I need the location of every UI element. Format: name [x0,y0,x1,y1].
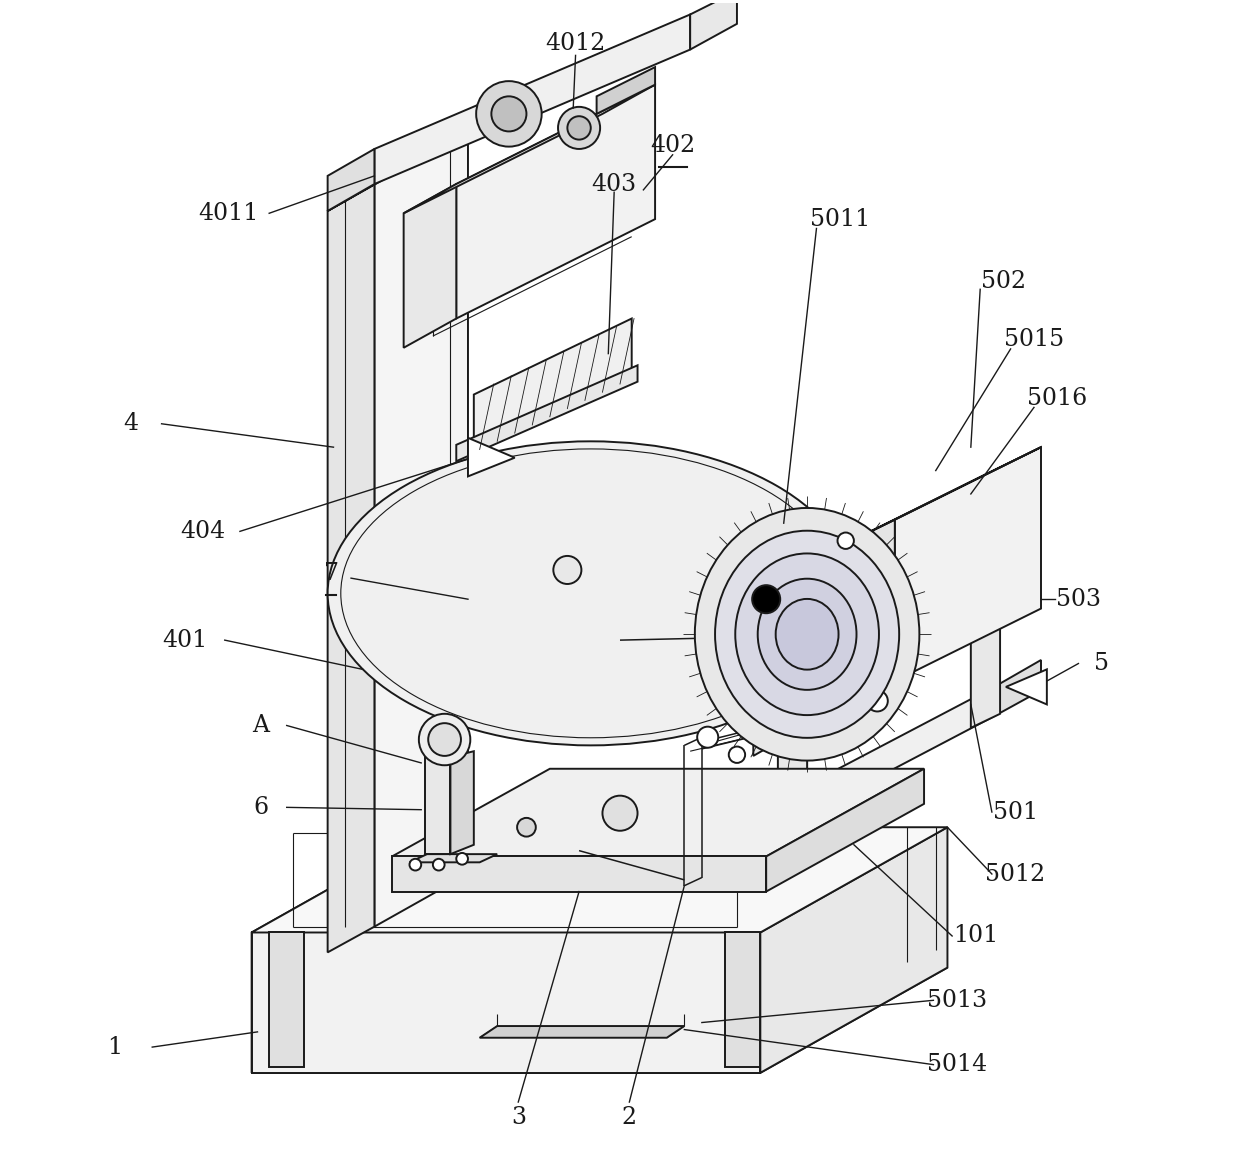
Polygon shape [777,588,807,821]
Circle shape [753,585,780,613]
Circle shape [697,726,718,747]
Text: 1: 1 [107,1035,123,1059]
Circle shape [428,723,461,756]
Text: 6: 6 [253,795,269,819]
Text: 5013: 5013 [926,989,987,1012]
Polygon shape [760,687,994,839]
Polygon shape [691,0,737,49]
Polygon shape [404,85,655,214]
Polygon shape [766,768,924,892]
Circle shape [409,859,422,871]
Polygon shape [252,967,947,1073]
Polygon shape [456,85,655,318]
Polygon shape [777,523,844,741]
Circle shape [568,116,590,140]
Polygon shape [252,933,760,1073]
Text: 4011: 4011 [198,202,258,224]
Polygon shape [269,933,304,1067]
Polygon shape [474,318,631,454]
Polygon shape [596,67,655,114]
Ellipse shape [327,442,854,745]
Polygon shape [994,660,1042,716]
Polygon shape [374,132,467,927]
Text: 404: 404 [180,519,226,543]
Circle shape [553,556,582,584]
Polygon shape [252,827,439,1073]
Polygon shape [725,933,760,1067]
Polygon shape [760,827,947,1073]
Polygon shape [971,491,1001,727]
Text: 402: 402 [650,134,696,157]
Circle shape [433,859,445,871]
Text: 5011: 5011 [810,208,870,230]
Circle shape [847,651,861,665]
Text: 2: 2 [621,1106,637,1129]
Circle shape [476,81,542,147]
Polygon shape [252,827,947,933]
Polygon shape [842,519,895,707]
Text: 101: 101 [952,925,998,947]
Circle shape [837,532,854,549]
Text: 5016: 5016 [1027,387,1087,410]
Polygon shape [467,438,515,476]
Ellipse shape [715,531,899,738]
Circle shape [491,96,527,132]
Polygon shape [392,857,766,892]
Ellipse shape [758,579,857,690]
Text: 403: 403 [591,173,636,195]
Text: 502: 502 [981,269,1027,293]
Polygon shape [754,523,844,572]
Polygon shape [374,14,691,184]
Text: 7: 7 [324,562,339,585]
Polygon shape [327,184,374,953]
Circle shape [558,107,600,149]
Polygon shape [842,448,1042,545]
Text: 503: 503 [1056,588,1101,611]
Polygon shape [409,854,497,862]
Text: 5012: 5012 [985,862,1045,886]
Text: 5: 5 [1095,652,1110,674]
Polygon shape [425,757,450,854]
Polygon shape [754,558,777,756]
Polygon shape [895,448,1042,682]
Circle shape [419,713,470,765]
Circle shape [867,691,888,711]
Polygon shape [456,365,637,462]
Polygon shape [327,132,467,212]
Polygon shape [392,768,924,857]
Circle shape [603,795,637,831]
Polygon shape [1006,670,1047,705]
Text: 5014: 5014 [926,1053,987,1076]
Circle shape [456,853,467,865]
Text: 3: 3 [511,1106,526,1129]
Text: 4012: 4012 [546,32,606,55]
Polygon shape [480,1026,684,1038]
Polygon shape [450,751,474,854]
Circle shape [847,592,861,606]
Ellipse shape [735,553,879,716]
Polygon shape [404,184,456,348]
Circle shape [837,679,854,696]
Circle shape [517,818,536,837]
Text: 401: 401 [162,629,207,652]
Circle shape [729,746,745,763]
Ellipse shape [776,599,838,670]
Polygon shape [327,149,374,212]
Polygon shape [777,491,1001,602]
Text: 4: 4 [124,412,139,435]
Ellipse shape [694,508,919,760]
Text: 501: 501 [993,800,1038,824]
Text: 5015: 5015 [1004,328,1064,351]
Text: A: A [253,714,269,737]
